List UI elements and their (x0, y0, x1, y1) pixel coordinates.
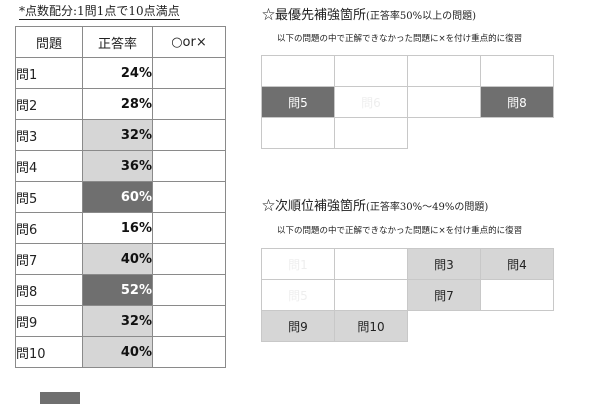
table-row: 問4 36% (15, 150, 226, 182)
question-label: 問7 (15, 243, 83, 275)
question-label: 問1 (15, 57, 83, 89)
review-cell: 問3 (407, 248, 481, 280)
review-cell (407, 86, 481, 118)
legend-swatch (40, 392, 80, 404)
review-cell (334, 117, 408, 149)
review-cell: 問10 (334, 310, 408, 342)
correct-rate: 28% (82, 88, 153, 120)
question-label: 問8 (15, 274, 83, 306)
review-cell (480, 55, 554, 87)
table-header-row: 問題 正答率 ○or× (15, 26, 226, 58)
mark-cell[interactable] (152, 57, 226, 89)
mark-cell[interactable] (152, 88, 226, 120)
mark-cell[interactable] (152, 119, 226, 151)
review-cell: 問7 (407, 279, 481, 311)
grid-row (261, 117, 553, 149)
review-cell: 問5 (261, 279, 335, 311)
priority-title: ☆最優先補強箇所(正答率50%以上の問題) (262, 8, 477, 23)
table-row: 問7 40% (15, 243, 226, 275)
question-label: 問5 (15, 181, 83, 213)
correct-rate: 24% (82, 57, 153, 89)
correct-rate: 52% (82, 274, 153, 306)
review-cell (334, 279, 408, 311)
mark-cell[interactable] (152, 336, 226, 368)
table-row: 問1 24% (15, 57, 226, 89)
question-label: 問6 (15, 212, 83, 244)
grid-row: 問9 問10 (261, 310, 553, 342)
secondary-title: ☆次順位補強箇所(正答率30%〜49%の問題) (262, 199, 489, 214)
mark-cell[interactable] (152, 243, 226, 275)
table-row: 問6 16% (15, 212, 226, 244)
mark-cell[interactable] (152, 305, 226, 337)
grid-row: 問5 問6 問8 (261, 86, 554, 118)
grid-row (261, 55, 554, 87)
header-question: 問題 (15, 26, 83, 58)
grid-row: 問5 問7 (261, 279, 554, 311)
question-label: 問3 (15, 119, 83, 151)
table-row: 問8 52% (15, 274, 226, 306)
table-row: 問3 32% (15, 119, 226, 151)
review-cell: 問8 (480, 86, 554, 118)
table-row: 問2 28% (15, 88, 226, 120)
review-cell: 問9 (261, 310, 335, 342)
correct-rate: 40% (82, 243, 153, 275)
correct-rate: 60% (82, 181, 153, 213)
mark-cell[interactable] (152, 274, 226, 306)
table-row: 問5 60% (15, 181, 226, 213)
secondary-instruction: 以下の問題の中で正解できなかった問題に×を付け重点的に復習 (277, 226, 523, 236)
header-rate: 正答率 (82, 26, 153, 58)
question-label: 問9 (15, 305, 83, 337)
review-cell (480, 279, 554, 311)
review-cell: 問5 (261, 86, 335, 118)
correct-rate: 32% (82, 119, 153, 151)
review-cell (334, 248, 408, 280)
score-table: 問題 正答率 ○or× 問1 24% 問2 28% 問3 32% 問4 36% 問5 60% 問6 1… (15, 26, 226, 368)
table-row: 問10 40% (15, 336, 226, 368)
mark-cell[interactable] (152, 212, 226, 244)
correct-rate: 40% (82, 336, 153, 368)
correct-rate: 32% (82, 305, 153, 337)
review-cell: 問4 (480, 248, 554, 280)
correct-rate: 36% (82, 150, 153, 182)
review-cell (407, 55, 481, 87)
correct-rate: 16% (82, 212, 153, 244)
table-row: 問9 32% (15, 305, 226, 337)
priority-grid: 問5 問6 問8 (261, 55, 554, 149)
mark-cell[interactable] (152, 150, 226, 182)
question-label: 問10 (15, 336, 83, 368)
question-label: 問2 (15, 88, 83, 120)
grid-row: 問1 問3 問4 (261, 248, 554, 280)
secondary-grid: 問1 問3 問4 問5 問7 問9 問10 (261, 248, 554, 342)
score-note: *点数配分:1問1点で10点満点 (19, 4, 180, 20)
mark-cell[interactable] (152, 181, 226, 213)
review-cell: 問1 (261, 248, 335, 280)
review-cell: 問6 (334, 86, 408, 118)
priority-instruction: 以下の問題の中で正解できなかった問題に×を付け重点的に復習 (277, 34, 523, 44)
review-cell (261, 55, 335, 87)
header-mark: ○or× (152, 26, 226, 58)
review-cell (334, 55, 408, 87)
question-label: 問4 (15, 150, 83, 182)
review-cell (261, 117, 335, 149)
